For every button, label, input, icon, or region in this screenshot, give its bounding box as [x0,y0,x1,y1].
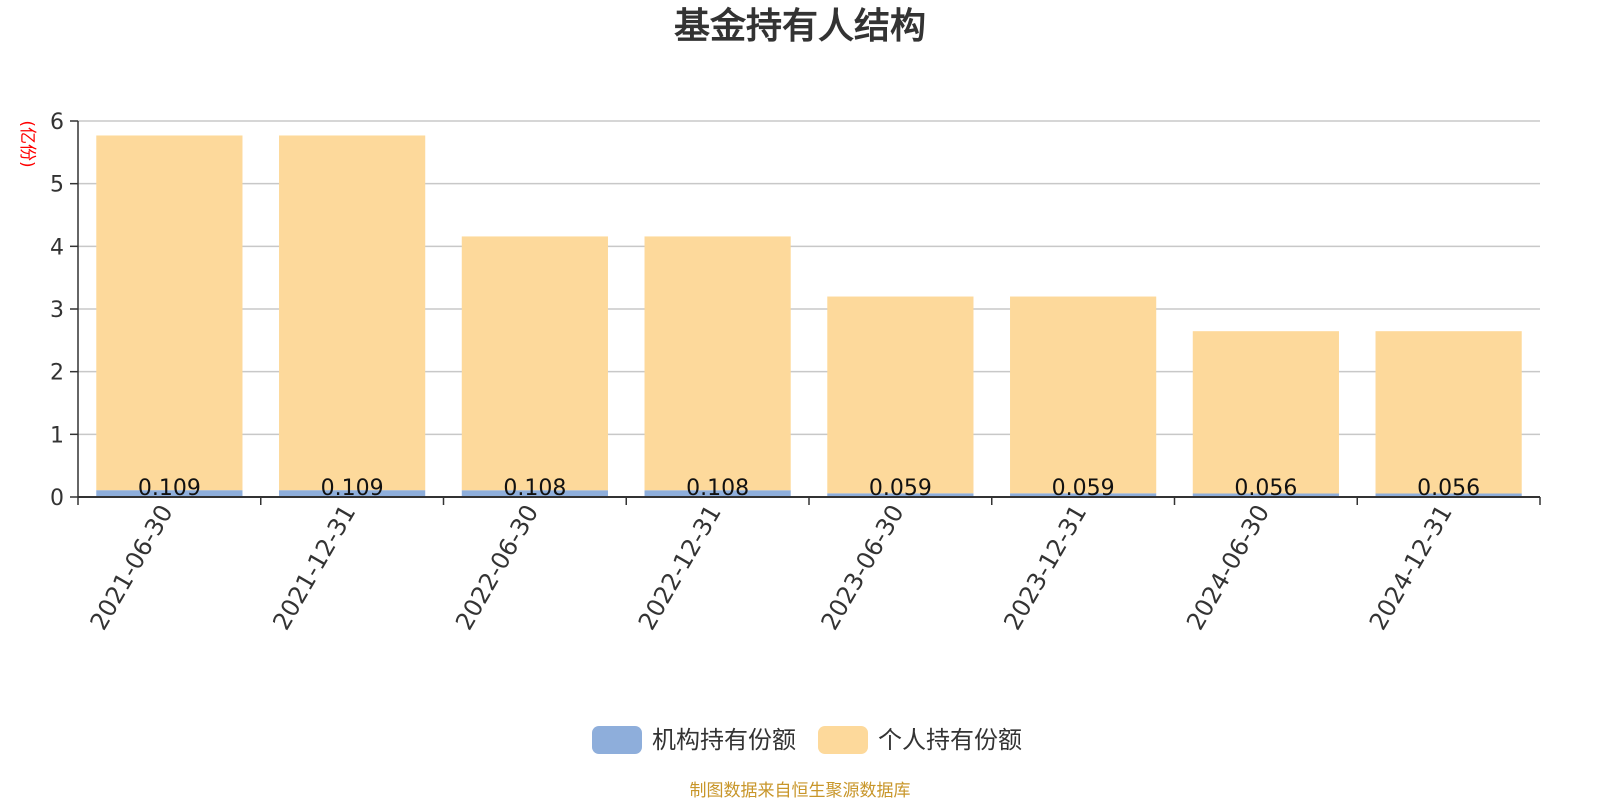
y-tick-label-0: 0 [50,486,64,511]
legend-swatch-1 [818,726,868,754]
institutional-bar-2023-12-31 [1010,493,1157,497]
individual-bar-2023-06-30 [827,296,974,494]
data-source-note: 制图数据来自恒生聚源数据库 [690,781,911,800]
x-tick-label-2024-06-30: 2024-06-30 [1181,500,1275,635]
individual-bar-2022-12-31 [644,236,791,491]
individual-bar-2024-06-30 [1192,331,1339,494]
y-tick-label-1: 1 [50,423,64,448]
chart-title: 基金持有人结构 [674,5,926,47]
y-tick-label-2: 2 [50,361,64,386]
x-tick-label-2022-06-30: 2022-06-30 [450,500,544,635]
y-tick-label-3: 3 [50,298,64,323]
individual-bar-2023-12-31 [1010,296,1157,494]
x-tick-label-2023-06-30: 2023-06-30 [816,500,910,635]
individual-bar-2021-12-31 [279,135,426,491]
legend: 机构持有份额 个人持有份额 [592,726,1022,754]
y-tick-label-5: 5 [50,173,64,198]
institutional-bar-2022-06-30 [461,490,608,497]
institutional-bar-2021-12-31 [279,490,426,497]
legend-label-0: 机构持有份额 [652,726,796,754]
individual-bar-2021-06-30 [96,135,243,491]
institutional-bar-2021-06-30 [96,490,243,497]
institutional-bar-2024-12-31 [1375,493,1522,497]
individual-bar-2024-12-31 [1375,331,1522,494]
legend-label-1: 个人持有份额 [878,726,1022,754]
y-tick-label-6: 6 [50,110,64,135]
institutional-bar-2024-06-30 [1192,493,1339,497]
x-tick-label-2024-12-31: 2024-12-31 [1364,500,1458,635]
legend-swatch-0 [592,726,642,754]
x-tick-label-2022-12-31: 2022-12-31 [633,500,727,635]
institutional-bar-2023-06-30 [827,493,974,497]
bars: 0.109 0.109 0.108 0.108 0.059 0.059 0.056 0.056 [96,135,1522,501]
institutional-bar-2022-12-31 [644,490,791,497]
x-tick-label-2023-12-31: 2023-12-31 [998,500,1092,635]
x-tick-label-2021-12-31: 2021-12-31 [267,500,361,635]
individual-bar-2022-06-30 [461,236,608,491]
x-tick-label-2021-06-30: 2021-06-30 [85,500,179,635]
y-tick-label-4: 4 [50,235,64,260]
y-axis-unit-label: (亿份) [17,120,37,167]
